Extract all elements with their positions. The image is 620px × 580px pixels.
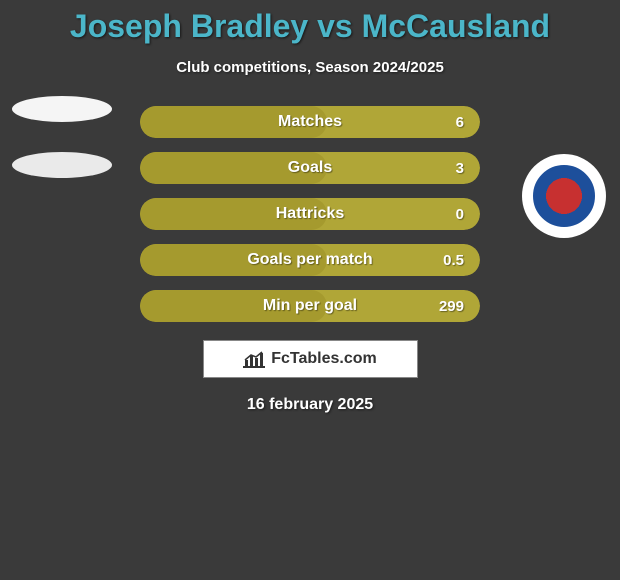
comparison-content: Matches 6 Goals 3 Hattricks 0 Goals per match 0… <box>0 106 620 414</box>
stat-label: Goals <box>288 159 332 177</box>
rangers-crest-icon <box>533 165 595 227</box>
stat-bar: Goals per match 0.5 <box>140 244 480 276</box>
left-team-badges <box>12 96 112 208</box>
stat-bar: Hattricks 0 <box>140 198 480 230</box>
stat-value-right: 6 <box>456 114 464 131</box>
chart-icon <box>243 350 265 368</box>
stat-label: Goals per match <box>247 251 372 269</box>
stat-bar: Min per goal 299 <box>140 290 480 322</box>
brand-watermark: FcTables.com <box>203 340 418 378</box>
stat-value-right: 299 <box>439 298 464 315</box>
stat-value-right: 3 <box>456 160 464 177</box>
right-team-badge <box>522 154 606 238</box>
stat-label: Matches <box>278 113 342 131</box>
team-badge-placeholder <box>12 152 112 178</box>
snapshot-date: 16 february 2025 <box>0 396 620 414</box>
stat-label: Hattricks <box>276 205 344 223</box>
stat-bar: Matches 6 <box>140 106 480 138</box>
stat-bar: Goals 3 <box>140 152 480 184</box>
stat-bars: Matches 6 Goals 3 Hattricks 0 Goals per match 0… <box>140 106 480 322</box>
stat-value-right: 0 <box>456 206 464 223</box>
team-badge-placeholder <box>12 96 112 122</box>
page-title: Joseph Bradley vs McCausland <box>0 0 620 45</box>
page-subtitle: Club competitions, Season 2024/2025 <box>0 59 620 76</box>
stat-value-right: 0.5 <box>443 252 464 269</box>
brand-text: FcTables.com <box>271 350 377 368</box>
stat-label: Min per goal <box>263 297 357 315</box>
